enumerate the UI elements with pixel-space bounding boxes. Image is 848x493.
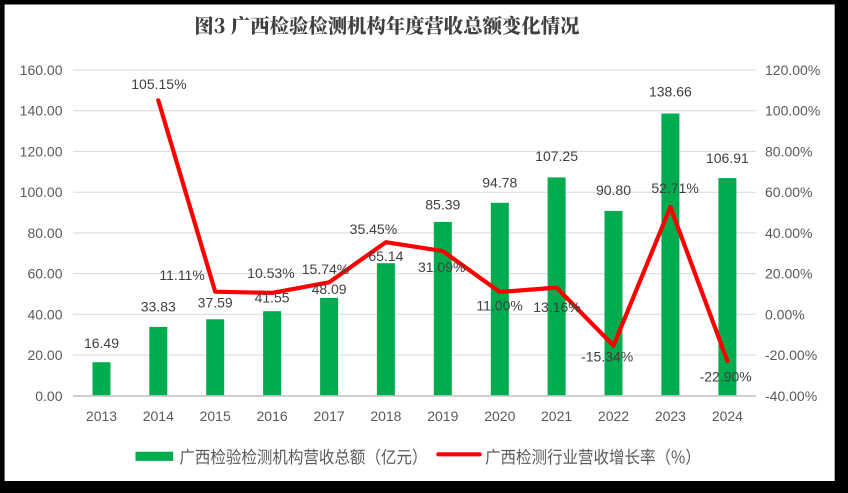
svg-text:48.09: 48.09 [312,281,347,297]
svg-text:100.00%: 100.00% [765,103,820,119]
svg-text:160.00: 160.00 [20,62,63,78]
svg-text:31.09%: 31.09% [418,259,465,275]
svg-text:52.71%: 52.71% [651,180,698,196]
svg-text:120.00: 120.00 [20,143,63,159]
svg-text:40.00%: 40.00% [765,225,812,241]
svg-text:65.14: 65.14 [368,248,403,264]
svg-text:140.00: 140.00 [20,103,63,119]
svg-text:100.00: 100.00 [20,184,63,200]
svg-text:85.39: 85.39 [425,197,460,213]
svg-text:33.83: 33.83 [141,299,176,315]
svg-text:10.53%: 10.53% [247,265,294,281]
svg-text:-22.90%: -22.90% [700,369,752,385]
svg-text:2014: 2014 [143,408,174,424]
svg-text:2020: 2020 [484,408,515,424]
svg-text:2022: 2022 [598,408,629,424]
svg-text:0.00%: 0.00% [765,306,805,322]
svg-text:2023: 2023 [655,408,686,424]
svg-text:106.91: 106.91 [706,150,749,166]
svg-text:13.16%: 13.16% [533,299,580,315]
svg-text:-20.00%: -20.00% [765,347,817,363]
svg-text:107.25: 107.25 [535,148,578,164]
svg-text:41.55: 41.55 [255,289,290,305]
svg-text:16.49: 16.49 [84,335,119,351]
svg-text:2013: 2013 [86,408,117,424]
svg-text:2016: 2016 [257,408,288,424]
svg-text:90.80: 90.80 [596,182,631,198]
svg-text:0.00: 0.00 [35,388,62,404]
svg-text:40.00: 40.00 [27,306,62,322]
svg-text:80.00: 80.00 [27,225,62,241]
svg-text:60.00%: 60.00% [765,184,812,200]
svg-text:2019: 2019 [427,408,458,424]
svg-text:2017: 2017 [314,408,345,424]
svg-text:2015: 2015 [200,408,231,424]
svg-text:37.59: 37.59 [198,295,233,311]
svg-text:15.74%: 15.74% [302,261,349,277]
svg-text:2018: 2018 [370,408,401,424]
svg-text:11.00%: 11.00% [476,298,522,314]
svg-text:20.00: 20.00 [27,347,62,363]
svg-text:120.00%: 120.00% [765,62,820,78]
svg-text:35.45%: 35.45% [350,221,397,237]
svg-text:2021: 2021 [541,408,572,424]
svg-text:138.66: 138.66 [649,84,692,100]
svg-text:2024: 2024 [712,408,743,424]
svg-text:20.00%: 20.00% [765,266,812,282]
svg-text:60.00: 60.00 [27,266,62,282]
svg-text:11.11%: 11.11% [159,267,204,283]
svg-text:-40.00%: -40.00% [765,388,817,404]
svg-text:94.78: 94.78 [482,175,517,191]
svg-text:-15.34%: -15.34% [581,348,633,364]
svg-text:105.15%: 105.15% [131,76,186,92]
svg-text:80.00%: 80.00% [765,143,812,159]
